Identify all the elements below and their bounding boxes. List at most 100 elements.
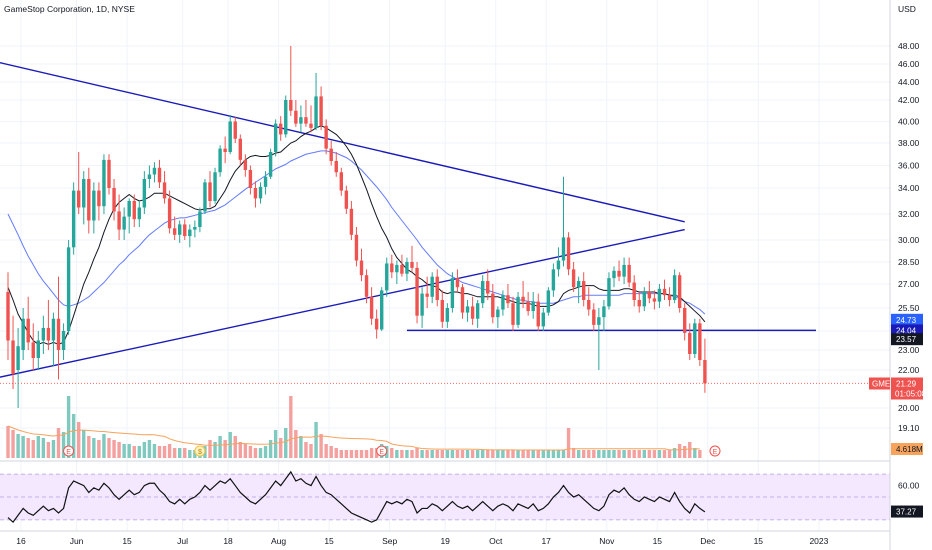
candle-body [536, 301, 540, 327]
candle [6, 272, 10, 360]
volume-bar [536, 450, 540, 458]
volume-bar [188, 450, 192, 458]
volume-bar [667, 450, 672, 458]
volume-bar [642, 450, 646, 458]
candle-body [82, 179, 86, 208]
volume-bar [531, 450, 535, 458]
candle-body [380, 290, 384, 330]
time-tick: Jun [70, 536, 84, 546]
price-tick: 42.00 [898, 95, 920, 105]
volume-bar [213, 442, 217, 458]
candle-body [178, 224, 182, 235]
ma-fast-line [7, 125, 706, 345]
candle [582, 272, 586, 307]
volume-bar [587, 450, 591, 458]
candle-body [41, 327, 46, 341]
candle [566, 232, 571, 276]
volume-bar [435, 450, 439, 458]
price-tick: 44.00 [898, 77, 920, 87]
candle [385, 257, 389, 297]
candle [511, 296, 515, 331]
volume-bar [289, 396, 293, 458]
volume-bar [526, 450, 530, 458]
volume-bar [77, 422, 81, 458]
candle-body [576, 281, 581, 288]
volume-bar [486, 450, 490, 458]
candle [637, 292, 641, 313]
price-tick: 19.10 [898, 423, 920, 433]
candle-body [561, 237, 566, 261]
candle-body [87, 179, 91, 221]
volume-bar [112, 440, 116, 458]
candle-body [223, 148, 227, 152]
volume-bar [344, 450, 349, 458]
volume-bar [410, 450, 414, 458]
time-axis[interactable]: 16 Jun 15 Jul 18 Aug 15 Sep 19 Oct 17 Nov 15 Dec 15 202… [16, 536, 828, 546]
volume-bar [556, 450, 561, 458]
time-tick: 16 [16, 536, 26, 546]
volume-bar [314, 422, 318, 458]
candle [688, 323, 692, 360]
price-tick: 25.50 [898, 303, 920, 313]
candle-body [400, 264, 404, 274]
volume-ma-badge-text: 4.618M [896, 445, 923, 454]
candle [450, 272, 455, 313]
volume-bar [253, 448, 258, 458]
volume-bar [571, 448, 576, 458]
candle [420, 287, 424, 328]
candle [374, 309, 379, 339]
candle-body [390, 263, 394, 273]
volume-bar [506, 450, 510, 458]
candle [400, 254, 404, 277]
volume-bar [21, 436, 25, 458]
candle-body [703, 360, 707, 384]
candles [0, 46, 890, 408]
volume-bar [470, 450, 475, 458]
price-tick: 28.50 [898, 257, 920, 267]
candle [445, 303, 450, 328]
earnings-marker [376, 445, 388, 457]
candle [258, 182, 263, 204]
candle [354, 227, 359, 267]
candle-body [279, 123, 283, 135]
volume-bar [576, 450, 581, 458]
candle-body [127, 201, 131, 217]
volume-bar [137, 446, 141, 458]
candle-body [571, 269, 576, 288]
candle [41, 315, 46, 354]
candle [455, 269, 460, 292]
candle [263, 171, 268, 195]
volume-ma [7, 425, 700, 451]
volume-bar [491, 450, 495, 458]
candle [642, 287, 646, 312]
price-tick: 27.00 [898, 279, 920, 289]
candle-body [541, 312, 545, 327]
candle-body [46, 327, 51, 341]
price-tick: 30.00 [898, 235, 920, 245]
candle [390, 254, 394, 279]
volume-bar [172, 448, 177, 458]
volume-bar [354, 450, 359, 458]
candle-body [102, 159, 106, 207]
volume-bar [122, 444, 126, 458]
candle-body [172, 228, 177, 235]
candle-body [622, 264, 626, 277]
candle-body [602, 306, 606, 318]
candle [334, 152, 338, 177]
volume-bar [430, 450, 434, 458]
candle [516, 292, 520, 328]
volume-bar [672, 448, 677, 458]
candle [294, 100, 298, 127]
candle-body [248, 170, 253, 188]
candle-body [647, 292, 652, 299]
volume-bar [147, 440, 152, 458]
volume-bar [425, 450, 429, 458]
candle-body [21, 318, 25, 350]
price-tick: 20.00 [898, 403, 920, 413]
volume-bar [602, 450, 606, 458]
candle [51, 312, 56, 366]
candle [309, 105, 313, 133]
volume-bars [6, 396, 702, 458]
volume-bar [258, 448, 263, 458]
